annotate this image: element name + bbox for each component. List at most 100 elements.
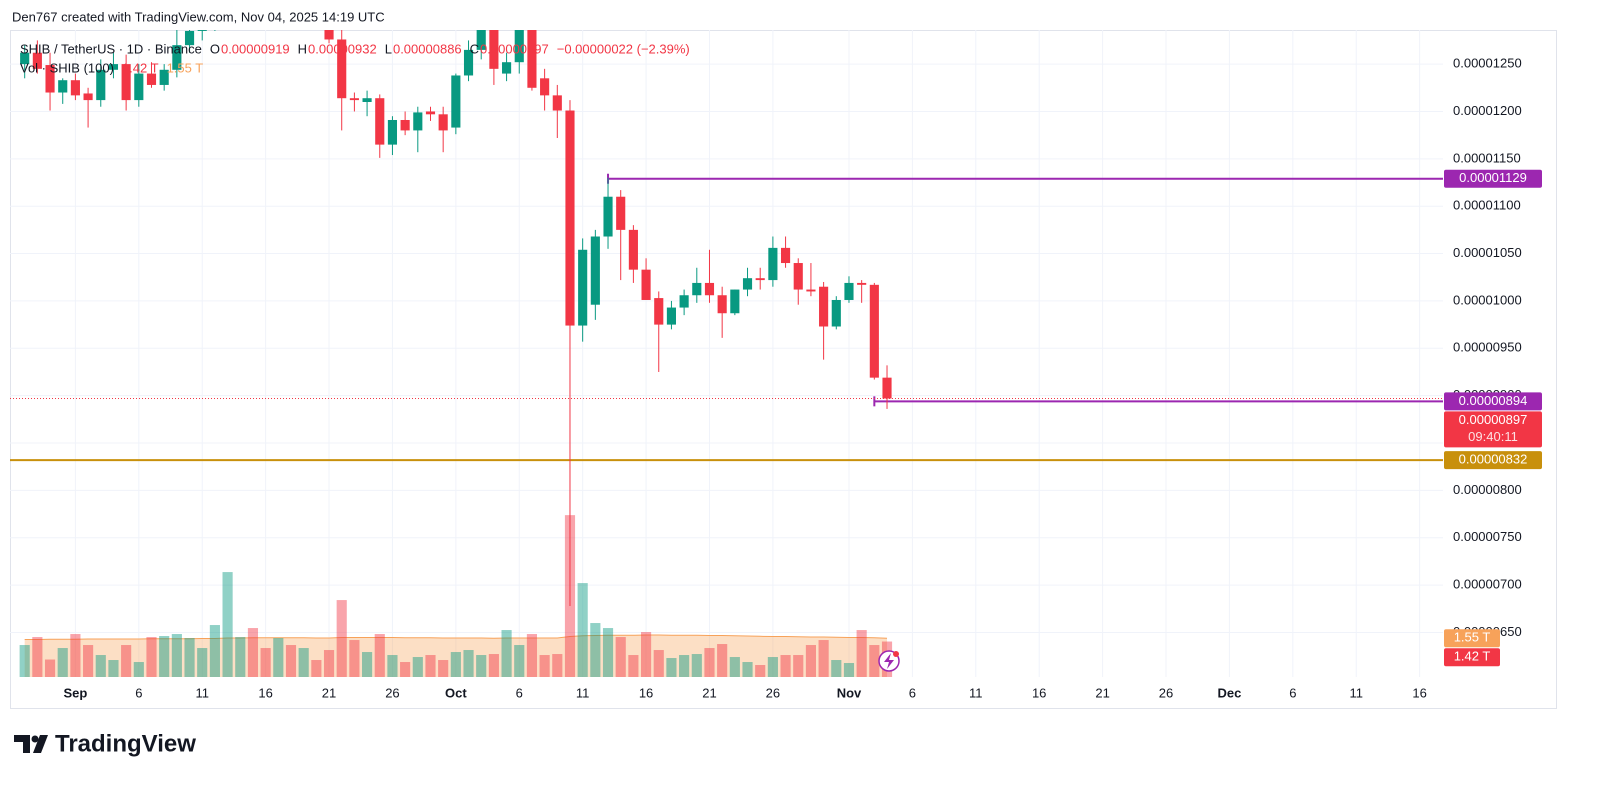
- candle-body: [184, 30, 195, 46]
- volume-bar: [717, 644, 728, 677]
- candle-body: [781, 247, 791, 264]
- ohlc-name: C: [470, 41, 479, 56]
- x-tick-label: Nov: [837, 685, 862, 700]
- volume-bar: [387, 655, 398, 677]
- x-tick-label: 11: [576, 685, 590, 700]
- y-tick-label: 0.00001200: [1453, 103, 1522, 118]
- volume-pane: [19, 515, 893, 677]
- candle-body: [514, 30, 524, 63]
- volume-bar: [425, 655, 436, 677]
- volume-bar: [235, 637, 246, 677]
- x-tick-label: 6: [516, 685, 523, 700]
- candle-body: [197, 30, 207, 31]
- candle-body: [400, 119, 410, 131]
- candle-body: [666, 307, 676, 325]
- volume-bar: [209, 625, 220, 677]
- y-tick-label: 0.00000800: [1453, 482, 1522, 497]
- candle-body: [476, 30, 486, 50]
- volume-bar: [197, 648, 208, 677]
- candle-body: [362, 98, 372, 102]
- candle-body: [20, 52, 30, 65]
- candle-body: [730, 289, 740, 314]
- candle-body: [578, 249, 588, 326]
- candle-body: [58, 80, 68, 93]
- volume-bar: [32, 637, 43, 677]
- volume-bar: [222, 572, 233, 677]
- price-badge-label: 0.00001129: [1459, 170, 1527, 185]
- volume-ma-line: [24, 634, 888, 641]
- ohlc-name: L: [385, 41, 392, 56]
- x-tick-label: 26: [1159, 685, 1173, 700]
- candle-body: [413, 112, 423, 131]
- price-badge: [1444, 629, 1500, 648]
- volume-bar: [818, 640, 829, 677]
- x-tick-label: 16: [1032, 685, 1046, 700]
- logo-text: TradingView: [55, 730, 196, 757]
- candle-body: [844, 282, 854, 300]
- volume-bar: [755, 665, 766, 677]
- x-tick-label: 6: [135, 685, 142, 700]
- volume-ma-value: 1.55 T: [167, 60, 204, 75]
- volume-bar: [476, 655, 487, 677]
- volume-bar: [463, 650, 474, 677]
- volume-bar: [628, 655, 639, 677]
- legend-title: SHIB / TetherUS · 1D · Binance: [20, 41, 202, 56]
- candle-body: [375, 98, 385, 145]
- volume-bar: [767, 657, 778, 677]
- volume-bar: [526, 634, 538, 677]
- x-tick-label: 11: [195, 685, 209, 700]
- volume-bar: [323, 650, 335, 677]
- volume-bar: [793, 655, 804, 677]
- ohlc-name: H: [298, 41, 307, 56]
- x-tick-label: Dec: [1217, 685, 1241, 700]
- candle-body: [704, 282, 715, 296]
- candle-body: [502, 62, 512, 74]
- volume-bar: [539, 655, 550, 677]
- volume-bar: [450, 652, 461, 677]
- candle-body: [108, 64, 119, 70]
- volume-bar: [843, 663, 855, 677]
- y-tick-label: 0.00001050: [1453, 245, 1522, 260]
- candle-body: [134, 73, 144, 101]
- volume-bar: [438, 660, 449, 677]
- volume-bar: [298, 648, 309, 677]
- axes: Sep 6 11 16 21 26 Oct 6 11 16 21 26 Nov 6 11 16 21 26 Dec 6…: [63, 56, 1542, 700]
- x-tick-label: 21: [702, 685, 716, 700]
- candle-body: [793, 263, 803, 290]
- volume-bar: [501, 630, 512, 677]
- volume-bar: [831, 660, 842, 677]
- candle-body: [603, 196, 613, 237]
- candle-body: [869, 284, 879, 378]
- y-tick-label: 0.00000950: [1453, 340, 1522, 355]
- x-tick-label: 6: [1289, 685, 1296, 700]
- ohlc-name: O: [210, 41, 220, 56]
- price-badge-label: 1.42 T: [1454, 649, 1491, 664]
- volume-bar: [273, 638, 284, 677]
- x-tick-label: 16: [1412, 685, 1426, 700]
- volume-bar: [70, 634, 81, 677]
- volume-bar: [171, 634, 182, 677]
- price-pane: [10, 30, 1443, 606]
- volume-bar: [805, 645, 817, 677]
- candle-body: [552, 95, 562, 111]
- candle-body: [425, 111, 436, 115]
- candle-body: [882, 377, 892, 399]
- volume-bar: [374, 634, 385, 677]
- volume-bar: [552, 654, 563, 677]
- volume-bar: [311, 660, 322, 677]
- x-tick-label: 21: [1095, 685, 1109, 700]
- price-badge-label: 1.55 T: [1454, 630, 1491, 645]
- candle-body: [565, 110, 575, 326]
- volume-bar: [615, 637, 626, 677]
- volume-bar: [260, 648, 271, 677]
- candle-body: [616, 196, 626, 230]
- volume-bar: [488, 654, 499, 677]
- ohlc-value: 0.00000919: [221, 41, 290, 56]
- volume-bar: [653, 650, 664, 677]
- volume-bar: [640, 632, 652, 677]
- volume-bar: [285, 645, 297, 677]
- alert-icon: [878, 650, 900, 672]
- volume-bar: [869, 645, 880, 677]
- candle-body: [146, 73, 157, 85]
